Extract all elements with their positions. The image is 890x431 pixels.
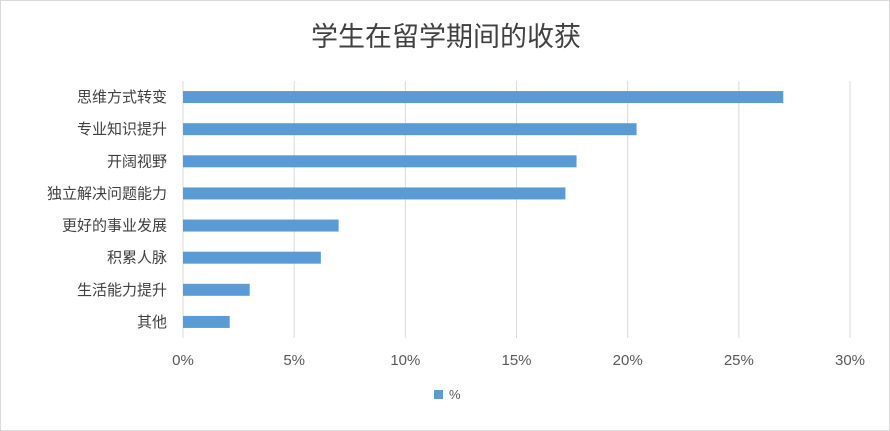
bar	[183, 283, 250, 296]
bar	[183, 91, 784, 104]
x-tick-label: 20%	[613, 352, 643, 369]
bar	[183, 123, 637, 136]
x-tick-label: 10%	[390, 352, 420, 369]
x-tick-label: 25%	[724, 352, 754, 369]
category-labels: 思维方式转变专业知识提升开阔视野独立解决问题能力更好的事业发展积累人脉生活能力提…	[47, 88, 167, 331]
bar	[183, 251, 321, 264]
bar	[183, 187, 566, 200]
category-label: 更好的事业发展	[62, 217, 167, 235]
chart-title: 学生在留学期间的收获	[311, 22, 581, 53]
category-label: 思维方式转变	[77, 88, 167, 106]
category-label: 开阔视野	[107, 152, 167, 170]
x-tick-label: 5%	[283, 352, 305, 369]
legend-label: %	[449, 387, 461, 402]
bars	[183, 91, 784, 328]
bar	[183, 155, 577, 168]
x-tick-label: 30%	[835, 352, 865, 369]
legend-swatch	[434, 390, 443, 399]
grid-lines	[182, 81, 851, 338]
category-label: 生活能力提升	[77, 281, 167, 299]
category-label: 积累人脉	[107, 249, 167, 267]
category-label: 其他	[137, 313, 167, 331]
legend: %	[434, 387, 461, 402]
x-tick-label: 0%	[172, 352, 194, 369]
bar	[183, 219, 339, 232]
bar	[183, 315, 230, 328]
category-label: 独立解决问题能力	[47, 184, 167, 202]
category-label: 专业知识提升	[77, 120, 167, 138]
x-tick-labels: 0% 5% 10% 15% 20% 25% 30%	[172, 352, 865, 369]
x-tick-label: 15%	[501, 352, 531, 369]
